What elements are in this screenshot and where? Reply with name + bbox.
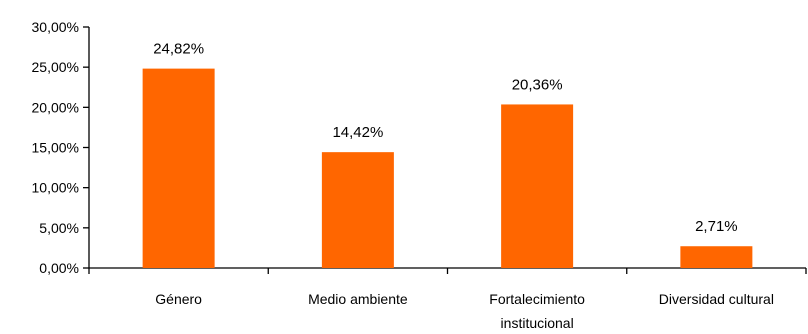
- value-label: 20,36%: [512, 76, 563, 93]
- y-tick-label: 25,00%: [32, 59, 79, 75]
- category-label: institucional: [501, 315, 574, 331]
- bar: [680, 246, 753, 268]
- bars: [142, 68, 753, 268]
- y-tick-label: 15,00%: [32, 140, 79, 156]
- y-tick-label: 0,00%: [39, 260, 79, 276]
- bar: [142, 68, 215, 268]
- y-tick-label: 20,00%: [32, 99, 79, 115]
- bar: [321, 152, 394, 268]
- category-label: Género: [155, 291, 202, 307]
- category-label: Medio ambiente: [308, 291, 408, 307]
- category-label: Fortalecimiento: [489, 291, 585, 307]
- y-tick-label: 5,00%: [39, 220, 79, 236]
- value-label: 2,71%: [695, 218, 738, 235]
- value-labels: 24,82% 14,42% 20,36% 2,71%: [153, 41, 737, 236]
- value-label: 24,82%: [153, 41, 204, 58]
- x-axis: [88, 267, 807, 274]
- bar: [501, 104, 574, 268]
- y-axis: 0,00% 5,00% 10,00% 15,00% 20,00% 25,00% 30,00%: [32, 19, 90, 276]
- y-tick-label: 30,00%: [32, 19, 79, 35]
- category-labels: Género Medio ambiente Fortalecimiento insti…: [155, 291, 774, 331]
- category-label: Diversidad cultural: [659, 291, 774, 307]
- value-label: 14,42%: [332, 124, 383, 141]
- y-tick-label: 10,00%: [32, 180, 79, 196]
